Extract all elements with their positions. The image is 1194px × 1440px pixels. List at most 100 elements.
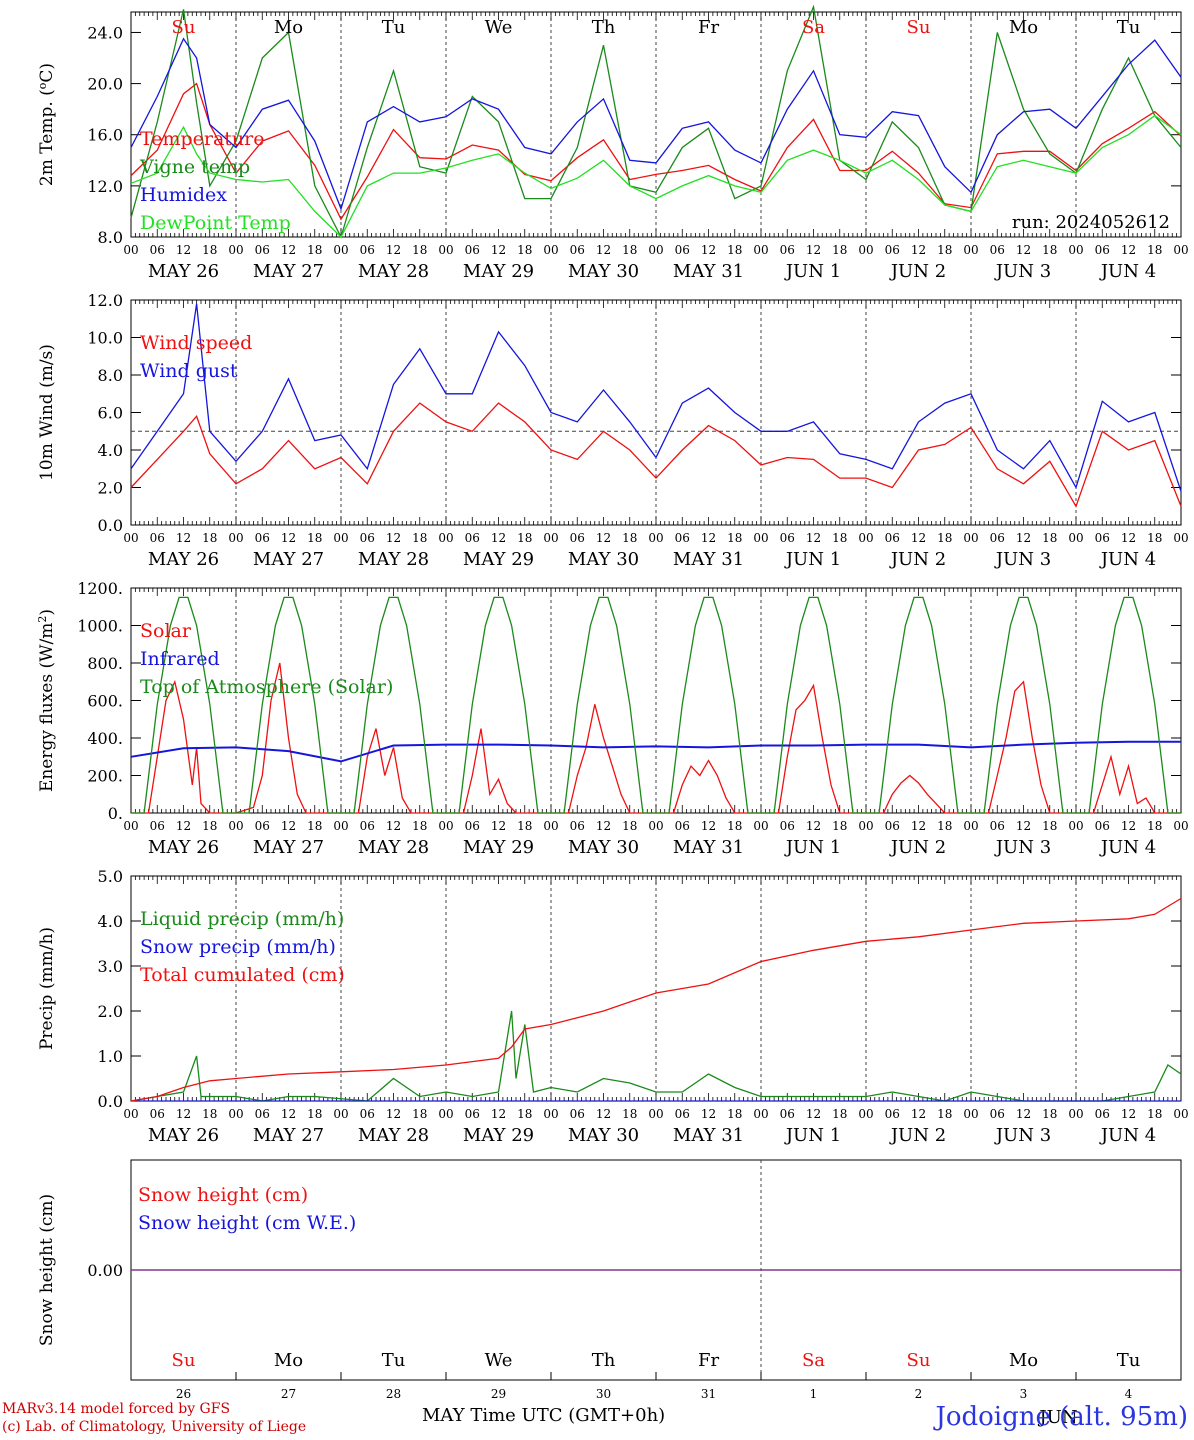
hour-tick-label: 00	[1068, 531, 1083, 545]
day-label-top: Sa	[802, 17, 825, 38]
plot-frame	[130, 11, 1182, 238]
hour-tick-label: 00	[438, 531, 453, 545]
hour-tick-label: 00	[753, 1107, 768, 1121]
y-axis-title: Precip (mm/h)	[37, 927, 57, 1050]
date-label: JUN 3	[994, 837, 1051, 858]
hour-tick-label: 18	[517, 819, 532, 833]
y-axis-title: Snow height (cm)	[37, 1194, 57, 1346]
hour-tick-label: 12	[281, 243, 296, 257]
y-tick-label: 6.0	[98, 404, 123, 423]
hour-tick-label: 18	[937, 531, 952, 545]
hour-tick-label: 00	[123, 531, 138, 545]
day-number-label: 3	[1020, 1387, 1028, 1401]
hour-tick-label: 18	[1042, 531, 1057, 545]
hour-tick-label: 06	[360, 819, 375, 833]
legend-entry: Infrared	[140, 648, 220, 670]
date-label: MAY 27	[253, 261, 324, 282]
hour-tick-label: 06	[570, 243, 585, 257]
hour-tick-label: 18	[307, 819, 322, 833]
date-label: JUN 1	[784, 837, 841, 858]
date-label: JUN 3	[994, 261, 1051, 282]
legend-entry: Temperature	[140, 128, 264, 150]
hour-tick-label: 18	[832, 531, 847, 545]
date-label: MAY 31	[673, 1125, 744, 1146]
hour-tick-label: 06	[150, 1107, 165, 1121]
hour-tick-label: 06	[885, 243, 900, 257]
hour-tick-label: 06	[990, 531, 1005, 545]
hour-tick-label: 12	[1016, 531, 1031, 545]
hour-tick-label: 18	[727, 243, 742, 257]
date-label: JUN 1	[784, 261, 841, 282]
hour-tick-label: 00	[963, 243, 978, 257]
date-label: MAY 29	[463, 549, 534, 570]
day-label-bottom: Mo	[1009, 1350, 1038, 1371]
hour-tick-label: 06	[675, 531, 690, 545]
hour-tick-label: 00	[438, 1107, 453, 1121]
hour-tick-label: 00	[543, 1107, 558, 1121]
series-line-top-of-atmosphere-solar-	[131, 596, 1181, 814]
date-label: MAY 26	[148, 549, 219, 570]
hour-tick-label: 06	[150, 243, 165, 257]
date-label: MAY 30	[568, 837, 639, 858]
hour-tick-label: 12	[806, 1107, 821, 1121]
y-axis-title: 2m Temp. (oC)	[36, 63, 57, 186]
hour-tick-label: 00	[123, 819, 138, 833]
hour-tick-label: 18	[832, 1107, 847, 1121]
hour-tick-label: 12	[701, 531, 716, 545]
hour-tick-label: 12	[596, 1107, 611, 1121]
month-left-label: MAY	[422, 1405, 465, 1426]
hour-tick-label: 00	[963, 531, 978, 545]
hour-tick-label: 00	[228, 531, 243, 545]
day-label-bottom: Tu	[382, 1350, 406, 1371]
footer-model-credit: MARv3.14 model forced by GFS (c) Lab. of…	[2, 1400, 306, 1436]
day-label-bottom: Th	[592, 1350, 616, 1371]
y-tick-label: 24.0	[87, 23, 123, 42]
series-line-wind-gust	[130, 303, 1182, 492]
date-label: MAY 27	[253, 549, 324, 570]
hour-tick-label: 12	[491, 1107, 506, 1121]
hour-tick-label: 18	[307, 1107, 322, 1121]
hour-tick-label: 00	[333, 819, 348, 833]
hour-tick-label: 00	[438, 819, 453, 833]
footer-line-1: MARv3.14 model forced by GFS	[2, 1401, 231, 1417]
hour-tick-label: 00	[648, 531, 663, 545]
hour-tick-label: 12	[176, 243, 191, 257]
hour-tick-label: 12	[176, 1107, 191, 1121]
date-label: JUN 4	[1099, 549, 1156, 570]
hour-tick-label: 18	[832, 243, 847, 257]
hour-tick-label: 12	[806, 243, 821, 257]
hour-tick-label: 12	[911, 1107, 926, 1121]
date-label: JUN 4	[1099, 261, 1156, 282]
date-label: MAY 31	[673, 837, 744, 858]
y-axis-title: Energy fluxes (W/m2)	[36, 609, 57, 792]
hour-tick-label: 18	[412, 531, 427, 545]
hour-tick-label: 18	[622, 243, 637, 257]
hour-tick-label: 18	[1147, 531, 1162, 545]
hour-tick-label: 12	[281, 531, 296, 545]
date-label: JUN 2	[889, 549, 946, 570]
date-label: JUN 4	[1099, 1125, 1156, 1146]
y-tick-label: 2.0	[98, 1002, 123, 1021]
hour-tick-label: 06	[465, 243, 480, 257]
hour-tick-label: 18	[412, 243, 427, 257]
day-label-top: Su	[907, 17, 931, 38]
legend-entry: Snow height (cm)	[138, 1184, 308, 1206]
hour-tick-label: 06	[255, 243, 270, 257]
month-right-label: JUN	[1037, 1407, 1077, 1428]
date-label: MAY 27	[253, 1125, 324, 1146]
day-label-bottom: Su	[907, 1350, 931, 1371]
hour-tick-label: 06	[570, 1107, 585, 1121]
day-number-label: 28	[386, 1387, 401, 1401]
hour-tick-label: 06	[675, 243, 690, 257]
hour-tick-label: 00	[1173, 1107, 1188, 1121]
hour-tick-label: 12	[701, 819, 716, 833]
date-label: MAY 26	[148, 261, 219, 282]
date-label: MAY 26	[148, 837, 219, 858]
hour-tick-label: 12	[1121, 243, 1136, 257]
run-label: run: 2024052612	[1012, 212, 1170, 233]
day-label-bottom: We	[485, 1350, 513, 1371]
hour-tick-label: 00	[858, 531, 873, 545]
y-tick-label: 16.0	[87, 126, 123, 145]
series-line-dewpoint-temp	[130, 114, 1182, 239]
y-tick-label: 4.0	[98, 912, 123, 931]
